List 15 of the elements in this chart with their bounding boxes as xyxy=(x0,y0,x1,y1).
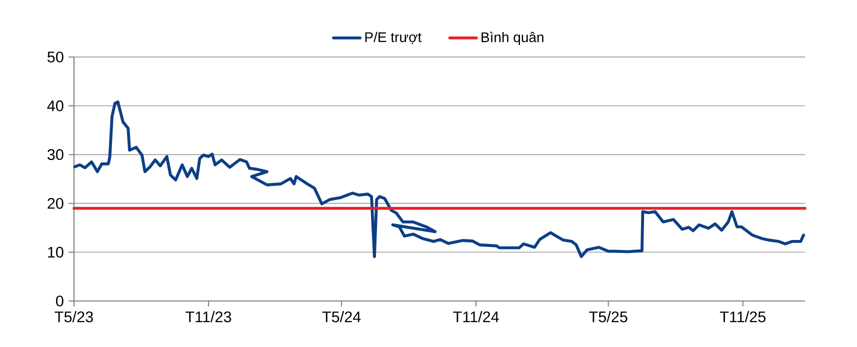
y-tick-label: 20 xyxy=(48,198,64,209)
x-tick-label: T5/25 xyxy=(589,311,628,322)
y-tick-label: 40 xyxy=(47,100,64,112)
x-tick-label: T11/24 xyxy=(453,311,499,322)
line-series xyxy=(73,100,806,258)
y-tick-label: 50 xyxy=(48,52,64,62)
x-tick-label: T11/23 xyxy=(186,311,232,322)
y-tick-label: 0 xyxy=(56,296,64,306)
legend-label: Bình quân xyxy=(482,32,544,45)
y-tick-label: 10 xyxy=(48,246,64,258)
legend-label: P/E trượt xyxy=(365,32,422,44)
x-tick-label: T5/23 xyxy=(54,311,93,322)
x-tick-label: T5/24 xyxy=(322,311,361,322)
x-tick-label: T11/25 xyxy=(720,311,766,322)
y-tick-label: 30 xyxy=(47,149,64,160)
